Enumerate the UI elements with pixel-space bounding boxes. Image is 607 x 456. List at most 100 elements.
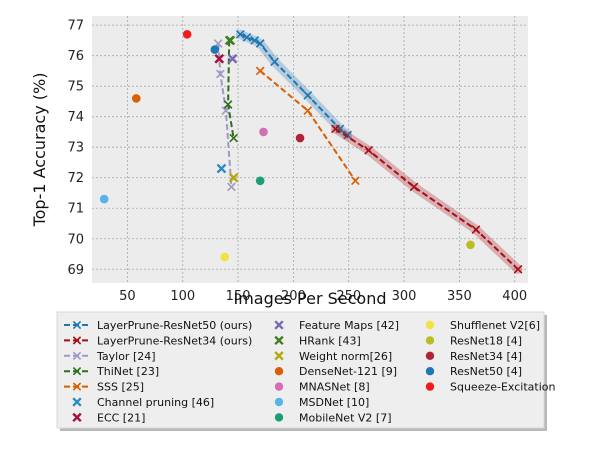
legend-item: ResNet34 [4] — [425, 350, 522, 363]
series-group — [99, 194, 109, 204]
data-point-circle — [295, 133, 305, 143]
legend-label: DenseNet-121 [9] — [299, 365, 397, 378]
legend-item: MobileNet V2 [7] — [274, 411, 392, 424]
legend-item: ResNet18 [4] — [425, 334, 522, 347]
legend-circle-marker — [425, 320, 435, 330]
series-group — [331, 124, 523, 274]
legend-item: ResNet50 [4] — [425, 365, 522, 378]
x-tick-label: 400 — [502, 289, 527, 304]
legend-item: LayerPrune-ResNet50 (ours) — [64, 319, 252, 332]
legend-circle-marker — [425, 351, 435, 360]
data-point-x-marker — [228, 172, 239, 183]
legend-label: Weight norm[26] — [299, 350, 392, 363]
legend-x-marker — [72, 320, 82, 330]
x-tick-label: 250 — [336, 289, 361, 304]
series-line — [217, 43, 233, 187]
series-group — [216, 163, 227, 174]
series-group — [255, 176, 265, 186]
y-tick-label: 75 — [67, 80, 84, 95]
legend-item: Feature Maps [42] — [274, 319, 399, 332]
data-point-x-marker — [255, 39, 265, 48]
data-point-circle — [466, 240, 475, 250]
y-tick-label: 69 — [67, 263, 84, 278]
series-group — [131, 94, 141, 103]
legend-label: Shufflenet V2[6] — [450, 319, 540, 332]
y-tick-label: 70 — [67, 232, 84, 247]
x-tick-label: 300 — [392, 289, 417, 304]
legend-label: ResNet34 [4] — [450, 350, 522, 363]
series-group — [295, 133, 305, 143]
series-group — [227, 53, 238, 64]
x-tick-label: 200 — [281, 289, 306, 304]
data-marks — [99, 29, 523, 274]
legend-x-marker — [72, 412, 82, 423]
legend-item: ThiNet [23] — [64, 365, 159, 378]
legend-circle-marker — [425, 382, 435, 391]
tick-labels: 50 100 150 200 250 300 350 400 69 70 71 72 73 74 75 76 7… — [67, 19, 527, 304]
legend-label: LayerPrune-ResNet34 (ours) — [97, 334, 252, 347]
series-group — [228, 172, 239, 183]
legend-x-marker — [72, 336, 82, 345]
data-point-x-marker — [235, 29, 245, 39]
legend-x-marker — [274, 320, 284, 330]
data-point-x-marker — [242, 32, 252, 42]
data-point-x-marker — [471, 225, 481, 234]
y-tick-label: 71 — [67, 202, 84, 217]
data-point-circle — [259, 127, 268, 137]
legend-label: MSDNet [10] — [299, 396, 369, 409]
series-line — [259, 70, 357, 182]
series-line — [334, 128, 519, 271]
legend-item: MNASNet [8] — [274, 381, 370, 394]
data-point-x-marker — [223, 100, 233, 109]
legend-item: Shufflenet V2[6] — [425, 319, 540, 332]
data-point-circle — [220, 252, 230, 262]
legend-label: Feature Maps [42] — [299, 319, 399, 332]
data-point-x-marker — [303, 90, 313, 100]
legend: LayerPrune-ResNet50 (ours) LayerPrune-Res… — [56, 311, 556, 431]
data-point-x-marker — [227, 182, 236, 192]
legend-item: Taylor [24] — [64, 350, 156, 363]
legend-label: ECC [21] — [97, 411, 145, 424]
data-point-x-marker — [229, 133, 239, 143]
legend-circle-marker — [425, 367, 435, 376]
y-tick-label: 72 — [67, 171, 84, 186]
data-point-x-marker — [255, 66, 265, 76]
y-tick-label: 73 — [67, 141, 84, 156]
legend-label: MNASNet [8] — [299, 381, 370, 394]
series-line — [239, 33, 349, 136]
x-axis-label: Images Per Second — [234, 289, 387, 308]
legend-x-marker — [72, 351, 82, 360]
data-point-x-marker — [250, 36, 260, 45]
data-point-circle — [210, 45, 220, 54]
series-group — [214, 53, 225, 64]
legend-label: Squeeze-Excitation — [450, 381, 556, 394]
data-point-x-marker — [351, 176, 360, 186]
y-tick-label: 77 — [67, 19, 84, 34]
x-tick-label: 150 — [226, 289, 251, 304]
legend-x-marker — [274, 351, 284, 361]
legend-x-marker — [72, 367, 82, 376]
legend-circle-marker — [425, 336, 435, 345]
legend-label: SSS [25] — [97, 381, 144, 394]
legend-circle-marker — [274, 413, 284, 422]
data-point-x-marker — [409, 182, 419, 192]
legend-label: ResNet50 [4] — [450, 365, 522, 378]
legend-item: HRank [43] — [274, 334, 361, 347]
y-tick-label: 74 — [67, 110, 84, 125]
legend-label: LayerPrune-ResNet50 (ours) — [97, 319, 252, 332]
legend-circle-marker — [274, 397, 284, 407]
data-point-x-marker — [216, 163, 227, 174]
x-tick-label: 350 — [447, 289, 472, 304]
series-group — [255, 66, 360, 186]
data-point-circle — [182, 30, 192, 39]
legend-label: ResNet18 [4] — [450, 334, 522, 347]
legend-label: Taylor [24] — [96, 350, 156, 363]
data-point-x-marker — [364, 145, 374, 155]
legend-item: Weight norm[26] — [274, 350, 392, 363]
series-group — [225, 35, 236, 46]
legend-x-marker — [72, 397, 82, 407]
series-group — [210, 45, 220, 54]
legend-item: SSS [25] — [64, 381, 144, 394]
series-group — [466, 240, 475, 250]
